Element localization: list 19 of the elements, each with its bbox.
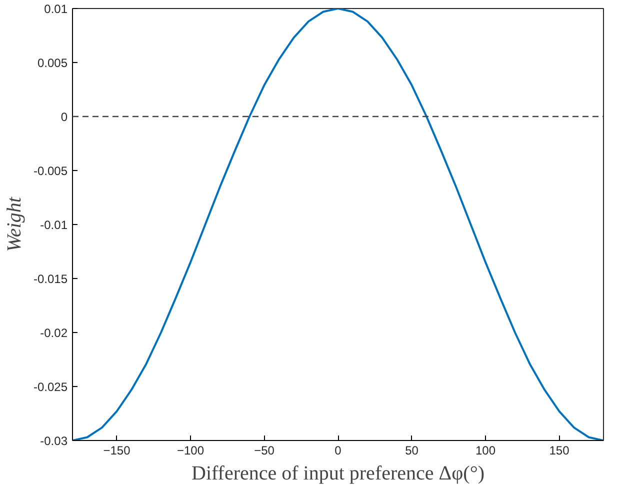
x-tick-label: 0	[334, 444, 342, 458]
x-tick-label: −150	[103, 444, 131, 458]
y-tick-label: 0	[60, 110, 68, 124]
x-axis-title: Difference of input preference Δφ(°)	[192, 462, 485, 484]
y-tick-label: -0.01	[40, 218, 68, 232]
line-series	[72, 8, 604, 440]
y-tick-label: -0.02	[40, 326, 68, 340]
y-tick-label: 0.005	[37, 56, 68, 70]
y-axis-title: Weight	[3, 196, 26, 252]
y-tick-label: -0.005	[33, 164, 68, 178]
x-tick-label: 150	[549, 444, 570, 458]
y-tick-label: -0.015	[33, 272, 68, 286]
x-tick-label: 100	[475, 444, 496, 458]
x-tick-label: −100	[176, 444, 204, 458]
x-tick-label: 50	[405, 444, 419, 458]
y-tick-label: -0.03	[40, 434, 68, 448]
y-tick-label: 0.01	[44, 2, 68, 16]
x-tick-label: −50	[254, 444, 275, 458]
y-tick-label: -0.025	[33, 380, 68, 394]
